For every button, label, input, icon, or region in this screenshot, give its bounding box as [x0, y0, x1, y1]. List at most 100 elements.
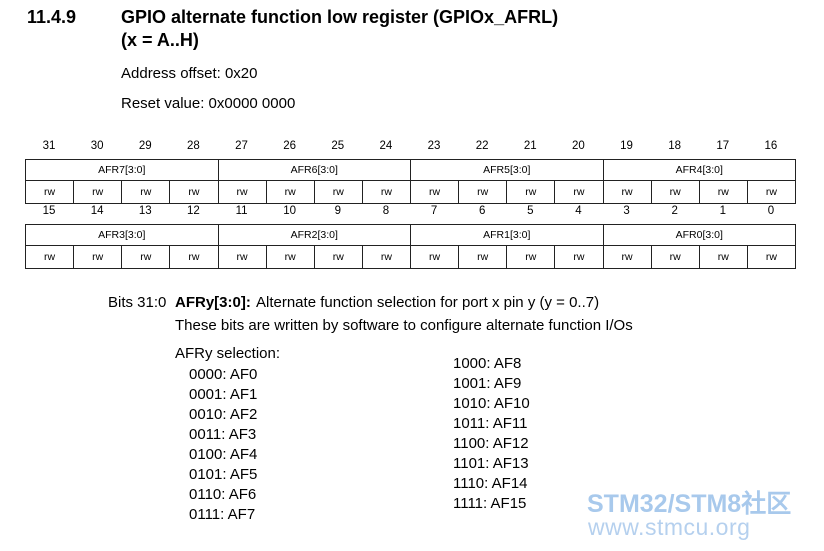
section-title: (x = A..H): [121, 30, 199, 50]
access-cell: rw: [458, 245, 508, 269]
option: 1011: AF11: [453, 415, 528, 432]
access-cell: rw: [25, 180, 75, 204]
access-cell: rw: [746, 245, 796, 269]
bit-number: 29: [138, 140, 152, 152]
bit-number: 11: [235, 205, 248, 217]
watermark-brand: STM32/STM8社区: [587, 490, 792, 518]
field-cell: AFR6[3:0]: [217, 159, 411, 181]
option: 0111: AF7: [189, 506, 256, 523]
access-cell: rw: [602, 180, 652, 204]
field-cell: AFR4[3:0]: [602, 159, 796, 181]
option: 1010: AF10: [453, 395, 530, 412]
access-cell: rw: [313, 245, 363, 269]
access-cell: rw: [410, 180, 460, 204]
field-cell: AFR3[3:0]: [25, 224, 219, 246]
access-cell: rw: [73, 245, 123, 269]
bit-number: 22: [475, 140, 489, 152]
address-offset: Address offset: 0x20: [121, 65, 258, 82]
bit-number: 21: [523, 140, 537, 152]
bit-number: 8: [382, 205, 390, 217]
access-cell: rw: [217, 180, 267, 204]
bit-number: 24: [379, 140, 393, 152]
access-cell: rw: [506, 180, 556, 204]
bit-number: 23: [427, 140, 441, 152]
bit-number: 15: [42, 205, 56, 217]
access-cell: rw: [410, 245, 460, 269]
access-cell: rw: [121, 180, 171, 204]
access-cell: rw: [746, 180, 796, 204]
bit-number: 6: [478, 205, 486, 217]
bit-number: 14: [90, 205, 104, 217]
bit-number: 12: [187, 205, 200, 217]
bit-number: 19: [620, 140, 633, 152]
bit-number: 16: [764, 140, 778, 152]
bit-number: 31: [42, 140, 56, 152]
option: 0011: AF3: [189, 426, 257, 443]
bits-range: Bits 31:0: [108, 294, 167, 311]
access-cell: rw: [169, 180, 219, 204]
bit-number: 17: [716, 140, 730, 152]
bit-number: 4: [575, 205, 582, 217]
access-cell: rw: [554, 180, 604, 204]
option: 0101: AF5: [189, 466, 258, 483]
option: 1101: AF13: [453, 455, 529, 472]
option: 0110: AF6: [189, 486, 257, 503]
access-cell: rw: [121, 245, 171, 269]
bit-number: 0: [767, 205, 775, 217]
field-detail: These bits are written by software to co…: [175, 317, 633, 334]
access-cell: rw: [554, 245, 604, 269]
field-summary: Alternate function selection for port x …: [256, 294, 600, 311]
bit-number: 3: [623, 205, 630, 217]
bit-number: 28: [187, 140, 200, 152]
reset-value: Reset value: 0x0000 0000: [121, 95, 296, 112]
field-cell: AFR7[3:0]: [25, 159, 219, 181]
bit-number: 20: [572, 140, 585, 152]
access-cell: rw: [458, 180, 508, 204]
option: 1110: AF14: [453, 475, 528, 492]
access-cell: rw: [698, 245, 748, 269]
field-cell: AFR0[3:0]: [602, 224, 796, 246]
bit-number: 25: [331, 140, 345, 152]
option: 1111: AF15: [453, 495, 527, 512]
access-cell: rw: [169, 245, 219, 269]
bit-number: 5: [527, 205, 534, 217]
option: 1000: AF8: [453, 355, 522, 372]
bit-number: 30: [90, 140, 104, 152]
bit-number: 1: [719, 205, 727, 217]
watermark-url: www.stmcu.org: [588, 514, 751, 540]
field-name: AFRy[3:0]:: [175, 294, 251, 311]
option: 0010: AF2: [189, 406, 258, 423]
access-cell: rw: [25, 245, 75, 269]
field-cell: AFR1[3:0]: [410, 224, 604, 246]
section-number: 11.4.9: [27, 7, 77, 27]
bit-number: 27: [235, 140, 248, 152]
option: 0001: AF1: [189, 386, 258, 403]
access-cell: rw: [698, 180, 748, 204]
bit-number: 26: [283, 140, 297, 152]
bit-number: 18: [668, 140, 682, 152]
access-cell: rw: [73, 180, 123, 204]
field-cell: AFR5[3:0]: [410, 159, 604, 181]
section-title: GPIO alternate function low register (GP…: [121, 7, 559, 27]
access-cell: rw: [650, 180, 700, 204]
access-cell: rw: [265, 180, 315, 204]
option: 1100: AF12: [453, 435, 529, 452]
field-cell: AFR2[3:0]: [217, 224, 411, 246]
access-cell: rw: [265, 245, 315, 269]
access-cell: rw: [506, 245, 556, 269]
bit-number: 10: [283, 205, 297, 217]
access-cell: rw: [602, 245, 652, 269]
bit-number: 13: [138, 205, 152, 217]
access-cell: rw: [650, 245, 700, 269]
bit-number: 2: [671, 205, 678, 217]
bit-number: 9: [334, 205, 342, 217]
bit-number: 7: [430, 205, 438, 217]
access-cell: rw: [313, 180, 363, 204]
access-cell: rw: [361, 245, 411, 269]
selection-label: AFRy selection:: [175, 345, 281, 362]
option: 0000: AF0: [189, 366, 258, 383]
option: 0100: AF4: [189, 446, 258, 463]
option: 1001: AF9: [453, 375, 522, 392]
access-cell: rw: [361, 180, 411, 204]
